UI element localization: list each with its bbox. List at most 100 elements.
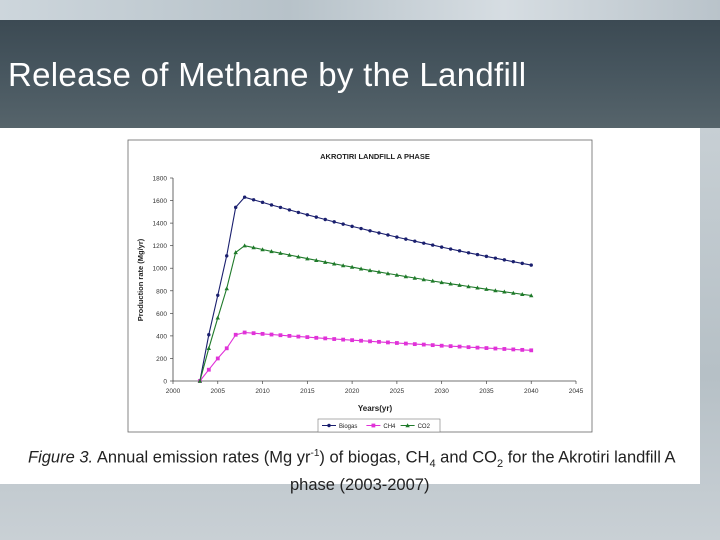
data-point-co2 <box>484 286 489 291</box>
data-point-ch4 <box>475 345 480 350</box>
data-point-co2 <box>520 291 525 296</box>
data-point-co2 <box>314 258 319 263</box>
data-point-ch4 <box>233 332 238 337</box>
data-point-ch4 <box>502 347 507 351</box>
data-point-biogas <box>341 222 345 226</box>
data-point-biogas <box>511 259 516 264</box>
data-point-co2 <box>296 254 301 259</box>
data-point-biogas <box>529 263 533 267</box>
y-tick-label: 1000 <box>153 266 168 273</box>
data-point-co2 <box>233 250 238 255</box>
background-top <box>0 0 720 20</box>
y-tick-label: 600 <box>156 311 167 318</box>
x-tick-label: 2015 <box>300 388 315 395</box>
data-point-co2 <box>242 243 247 248</box>
data-point-ch4 <box>278 333 283 338</box>
data-point-co2 <box>224 286 229 291</box>
y-tick-label: 1800 <box>153 176 168 183</box>
data-point-ch4 <box>421 342 426 347</box>
x-tick-label: 2025 <box>390 388 405 395</box>
data-point-biogas <box>269 203 274 207</box>
figure-panel: AKROTIRI LANDFILL A PHASE 0 200 400 600 800 1… <box>0 128 700 484</box>
data-point-ch4 <box>439 343 444 348</box>
data-point-ch4 <box>520 347 525 352</box>
y-tick-label: 1400 <box>153 221 168 228</box>
caption-text-2: ) of biogas, CH <box>319 448 430 467</box>
data-point-ch4 <box>377 339 381 344</box>
x-tick-label: 2035 <box>479 388 494 395</box>
data-point-biogas <box>484 254 489 259</box>
data-point-biogas <box>287 208 292 212</box>
data-point-ch4 <box>206 367 211 372</box>
data-point-biogas <box>207 333 211 337</box>
data-point-ch4 <box>448 344 453 349</box>
caption-text-3: and CO <box>435 448 498 467</box>
data-point-co2 <box>511 290 516 295</box>
data-point-biogas <box>395 235 399 239</box>
data-point-biogas <box>242 195 247 199</box>
data-point-biogas <box>359 226 363 231</box>
caption-text-1: Annual emission rates (Mg yr <box>96 448 311 467</box>
data-point-biogas <box>413 239 417 243</box>
data-point-ch4 <box>529 348 534 353</box>
data-point-ch4 <box>466 345 471 350</box>
data-point-ch4 <box>386 340 390 345</box>
data-point-co2 <box>439 280 444 285</box>
data-point-biogas <box>466 251 471 255</box>
legend-marker-biogas <box>327 423 331 428</box>
data-point-biogas <box>475 252 480 257</box>
x-tick-label: 2000 <box>166 388 181 395</box>
data-point-ch4 <box>457 344 462 349</box>
caption-sub-2: 2 <box>497 457 504 470</box>
data-point-co2 <box>287 252 292 257</box>
y-tick-label: 800 <box>156 288 167 295</box>
data-point-ch4 <box>215 356 220 361</box>
data-point-ch4 <box>224 346 229 351</box>
data-point-co2 <box>430 278 435 283</box>
legend-marker-co2 <box>405 423 410 428</box>
data-point-biogas <box>431 243 435 247</box>
caption-figure-label: Figure 3. <box>28 448 94 467</box>
data-point-ch4 <box>403 341 408 346</box>
data-point-co2 <box>403 274 409 279</box>
data-point-ch4 <box>394 341 399 345</box>
data-point-co2 <box>376 269 382 274</box>
data-point-ch4 <box>341 337 346 342</box>
data-point-biogas <box>520 261 524 266</box>
data-point-biogas <box>493 256 498 260</box>
data-point-biogas <box>260 200 265 205</box>
data-point-co2 <box>493 288 498 293</box>
data-point-biogas <box>457 249 462 253</box>
data-point-ch4 <box>269 332 274 337</box>
data-point-co2 <box>475 285 480 290</box>
data-point-ch4 <box>412 342 417 347</box>
caption-sup: -1 <box>310 448 320 459</box>
data-point-biogas <box>216 293 220 297</box>
data-point-co2 <box>278 250 283 255</box>
data-point-ch4 <box>493 346 498 351</box>
data-point-biogas <box>296 210 301 215</box>
data-point-ch4 <box>484 346 489 350</box>
data-point-co2 <box>305 256 310 261</box>
y-tick-label: 1600 <box>153 198 168 205</box>
x-tick-label: 2010 <box>255 388 270 395</box>
data-point-ch4 <box>368 339 372 344</box>
data-point-co2 <box>448 281 453 286</box>
data-point-co2 <box>349 264 355 269</box>
data-point-co2 <box>206 345 212 350</box>
data-point-biogas <box>350 224 354 229</box>
chart-frame <box>127 139 593 433</box>
data-point-ch4 <box>350 338 355 343</box>
x-axis-label: Years(yr) <box>358 404 393 413</box>
data-point-ch4 <box>287 333 292 338</box>
y-tick-label: 200 <box>156 356 167 363</box>
caption-sub-4: 4 <box>429 457 436 470</box>
chart: AKROTIRI LANDFILL A PHASE 0 200 400 600 800 1… <box>127 139 593 433</box>
slide-title: Release of Methane by the Landfill <box>8 56 527 93</box>
caption-line-2: phase (2003-2007) <box>290 475 430 494</box>
y-ticks: 0 200 400 600 800 1000 1200 1400 1600 1800 <box>153 176 173 386</box>
data-point-co2 <box>358 266 364 271</box>
data-point-ch4 <box>323 336 328 341</box>
data-point-biogas <box>314 215 318 219</box>
data-point-biogas <box>278 205 283 210</box>
